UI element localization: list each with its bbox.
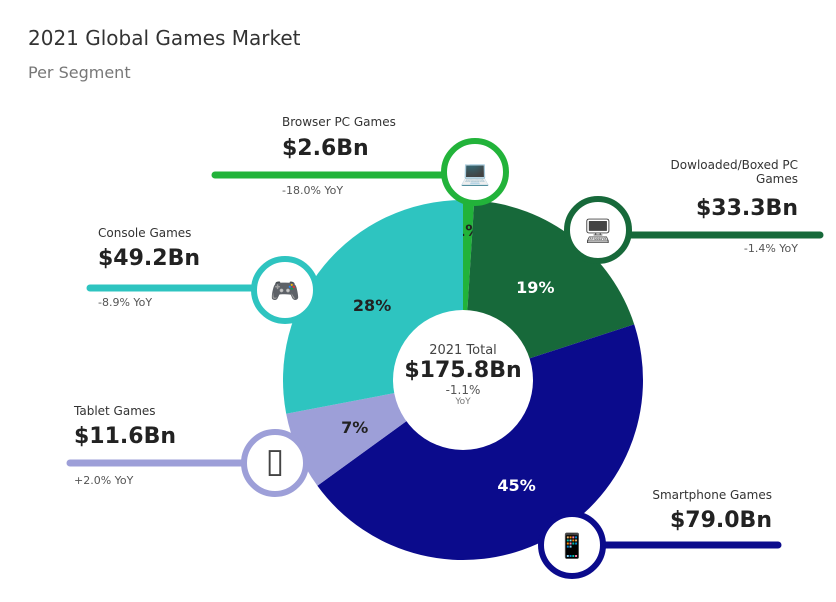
slice-percent-label: 28% — [353, 296, 391, 315]
total-change: -1.1% — [445, 383, 481, 397]
laptop-icon: 💻 — [460, 159, 490, 187]
browser-value: $2.6Bn — [282, 136, 369, 161]
browser-yoy: -18.0% YoY — [282, 184, 344, 197]
downloaded-yoy: -1.4% YoY — [743, 242, 798, 255]
gamepad-icon-ring — [251, 256, 319, 324]
chart-subtitle: Per Segment — [28, 63, 131, 82]
tablet-icon: ▯ — [266, 441, 285, 481]
slice-percent-label: 19% — [516, 278, 554, 297]
total-value: $175.8Bn — [404, 358, 522, 383]
console-value: $49.2Bn — [98, 246, 201, 271]
desktop-pc-icon-ring — [564, 196, 632, 264]
smartphone-icon-ring — [538, 511, 606, 579]
laptop-icon-ring — [441, 138, 509, 206]
smartphone-label: Smartphone Games — [652, 488, 772, 502]
console-yoy: -8.9% YoY — [98, 296, 153, 309]
desktop-pc-icon: 🖥 — [583, 217, 613, 245]
browser-label: Browser PC Games — [282, 115, 396, 129]
total-label: 2021 Total — [429, 343, 497, 358]
slice-percent-label: 45% — [497, 476, 535, 495]
gamepad-icon: 🎮 — [270, 277, 300, 305]
downloaded-value: $33.3Bn — [695, 196, 798, 221]
slice-percent-label: 7% — [341, 418, 368, 437]
smartphone-value: $79.0Bn — [669, 508, 772, 533]
tablet-label: Tablet Games — [74, 404, 156, 418]
tablet-icon-ring — [241, 429, 309, 497]
smartphone-icon: 📱 — [557, 532, 587, 560]
chart-title: 2021 Global Games Market — [28, 26, 301, 50]
center-circle — [393, 310, 533, 450]
downloaded-label: Dowloaded/Boxed PC Games — [670, 158, 798, 186]
tablet-yoy: +2.0% YoY — [74, 474, 134, 487]
console-label: Console Games — [98, 226, 192, 240]
total-change-unit: YoY — [455, 397, 471, 407]
tablet-value: $11.6Bn — [74, 424, 177, 449]
